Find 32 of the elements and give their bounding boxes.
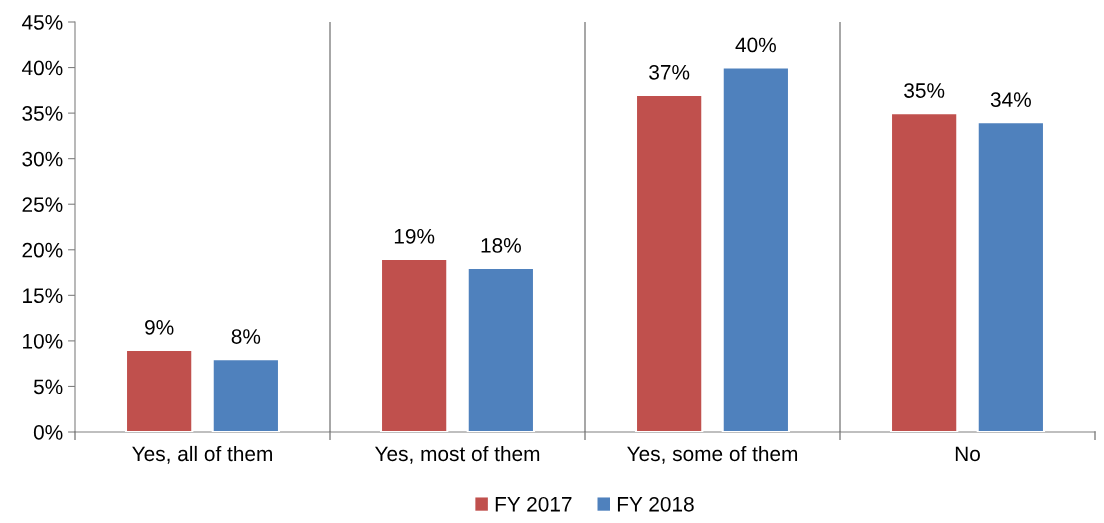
bar <box>634 93 704 432</box>
legend-label: FY 2018 <box>617 496 694 512</box>
data-label: 8% <box>231 329 261 344</box>
y-tick-label: 10% <box>23 333 63 349</box>
y-tick-label: 35% <box>22 106 63 121</box>
data-label: 18% <box>481 238 521 253</box>
y-tick-label: 15% <box>23 288 63 304</box>
data-label: 19% <box>394 228 435 244</box>
bar <box>889 112 959 432</box>
y-tick-label: 40% <box>21 60 63 76</box>
data-label: 40% <box>735 37 776 53</box>
y-tick-label: 0% <box>33 425 63 440</box>
bar <box>721 66 791 432</box>
bar <box>124 348 194 432</box>
x-tick-label: Yes, all of them <box>132 445 272 464</box>
data-label: 37% <box>649 64 690 80</box>
y-tick-label: 45% <box>21 15 63 30</box>
bar <box>976 121 1046 432</box>
legend-label: FY 2017 <box>495 496 572 512</box>
data-label: 9% <box>145 320 174 335</box>
data-label: 34% <box>990 92 1031 107</box>
bar <box>466 266 536 432</box>
x-tick-label: Yes, some of them <box>627 445 798 464</box>
x-tick-label: Yes, most of them <box>374 445 540 464</box>
bar <box>379 257 449 432</box>
y-tick-label: 20% <box>22 242 63 258</box>
y-tick-label: 30% <box>22 151 63 167</box>
y-tick-label: 25% <box>22 197 63 212</box>
bar <box>211 358 281 432</box>
data-label: 35% <box>904 83 945 98</box>
y-tick-label: 5% <box>33 379 63 395</box>
x-tick-label: No <box>955 446 980 462</box>
